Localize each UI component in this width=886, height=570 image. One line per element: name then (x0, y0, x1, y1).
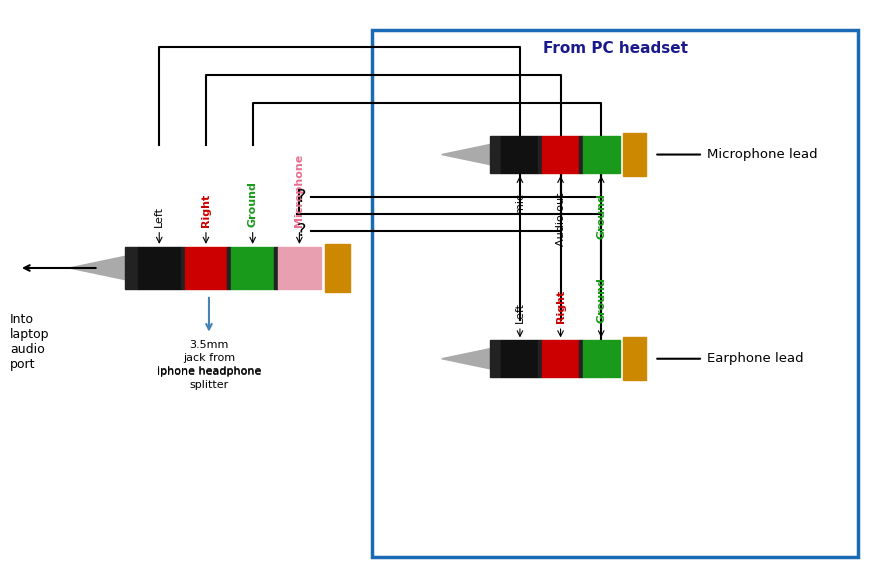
Bar (138, 247, 181, 289)
Text: Microphone lead: Microphone lead (707, 148, 818, 161)
Bar (274, 247, 278, 289)
Bar (579, 136, 583, 173)
Bar (583, 136, 619, 173)
Text: Into
laptop
audio
port: Into laptop audio port (11, 314, 50, 372)
Text: Microphone: Microphone (294, 154, 305, 227)
Text: ?: ? (297, 222, 306, 240)
Text: Audio out: Audio out (556, 193, 565, 246)
Bar (325, 243, 350, 292)
Bar (490, 340, 501, 377)
Bar (542, 136, 579, 173)
Text: iphone headphone: iphone headphone (157, 366, 261, 376)
Text: Left: Left (515, 302, 525, 323)
Polygon shape (69, 256, 125, 280)
Bar (228, 247, 231, 289)
Bar (623, 337, 646, 380)
Text: Ground: Ground (596, 278, 606, 323)
Bar (501, 136, 539, 173)
Bar (490, 136, 501, 173)
Bar (579, 340, 583, 377)
Text: Earphone lead: Earphone lead (707, 352, 804, 365)
Text: Right: Right (556, 290, 565, 323)
Text: mic: mic (515, 193, 525, 213)
Text: ?: ? (297, 188, 306, 206)
Bar (181, 247, 184, 289)
Polygon shape (442, 144, 490, 165)
Polygon shape (442, 349, 490, 369)
Text: Left: Left (154, 206, 164, 227)
Bar (125, 247, 138, 289)
Bar (542, 340, 579, 377)
Bar (501, 340, 539, 377)
Bar (623, 133, 646, 176)
Text: 3.5mm
jack from
iphone headphone
splitter: 3.5mm jack from iphone headphone splitte… (157, 340, 261, 390)
Bar (539, 340, 542, 377)
Text: Ground: Ground (596, 193, 606, 239)
Bar (583, 340, 619, 377)
Bar (184, 247, 228, 289)
Bar (278, 247, 321, 289)
Text: Right: Right (201, 194, 211, 227)
Bar (231, 247, 274, 289)
Text: Ground: Ground (248, 181, 258, 227)
Bar (539, 136, 542, 173)
Text: From PC headset: From PC headset (543, 41, 688, 56)
